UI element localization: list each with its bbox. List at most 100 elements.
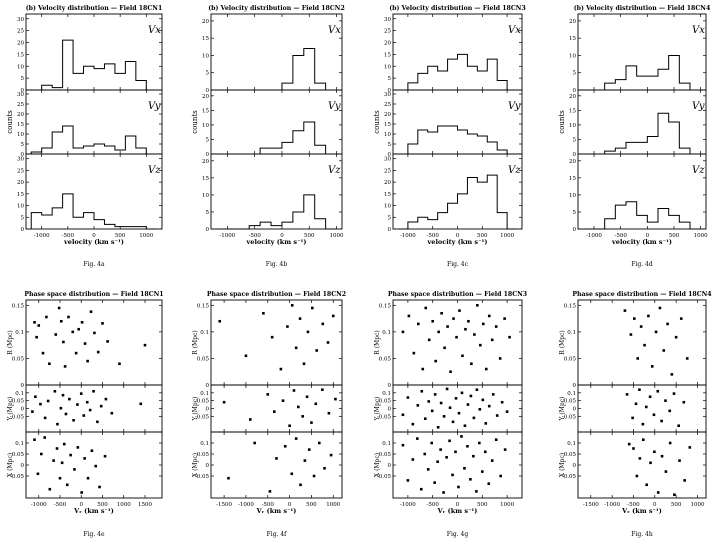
data-point [294,346,298,350]
component-label: Vz [148,165,161,176]
x-axis-label: velocity (km s⁻¹) [63,238,124,246]
y-tick-label: 0 [21,383,25,389]
y-tick-label: -0.05 [562,414,577,420]
panel-frame [25,299,163,386]
y-tick-label: 0 [21,227,25,233]
data-point [442,491,445,494]
data-point [65,483,69,487]
data-point [439,448,442,451]
histogram-bars [216,48,337,91]
data-point [89,310,93,313]
data-point [668,441,672,445]
y-axis-label: X (Mpc) [192,453,199,477]
data-point [634,402,638,406]
data-point [321,322,325,326]
histogram-bars [31,39,157,91]
data-point [460,435,463,438]
histogram-bars [397,125,518,155]
y-tick-label: 0.1 [567,441,576,447]
data-point [427,338,431,342]
data-point [635,474,639,478]
y-tick-label: 5 [573,137,577,143]
data-point [631,416,634,420]
data-point [310,421,313,424]
data-point [96,350,100,354]
x-tick-label: -1500 [583,502,599,508]
x-tick-label: -500 [614,233,627,239]
y-tick-label: 15 [17,52,24,58]
y-tick-label: 0 [206,463,210,469]
x-tick-label: 1000 [690,502,704,508]
data-point [672,392,676,395]
data-point [653,450,656,454]
data-point [286,325,289,328]
y-tick-label: 5 [206,137,210,143]
data-point [449,370,452,374]
data-point [495,414,499,417]
data-point [508,335,511,339]
panel-frame [210,431,343,499]
data-point [472,416,476,420]
data-point [48,487,52,491]
data-point [475,388,479,391]
y-tick-label: 15 [569,176,576,182]
data-point [641,438,645,441]
y-tick-label: -0.05 [195,414,210,420]
data-point [473,333,476,336]
y-tick-label: 0 [206,88,210,94]
data-point [218,319,222,323]
data-point [62,340,65,344]
chart-title: (b) Velocity distribution — Field 18CN2 [208,5,345,12]
data-point [143,343,147,347]
y-tick-label: 20 [17,180,24,186]
data-point [76,403,79,406]
y-tick-label: 0 [388,227,392,233]
data-point [436,426,440,429]
y-tick-label: 20 [17,112,24,118]
x-tick-label: 500 [477,233,488,239]
data-point [56,422,59,426]
x-tick-label: 500 [669,233,680,239]
y-tick-label: 0.05 [564,356,577,362]
data-point [466,445,469,448]
y-tick-label: 0.1 [567,391,576,397]
x-tick-label: 1000 [330,233,344,239]
data-point [312,474,316,478]
chart-title: Phase space distribution — Field 18CN3 [388,291,527,298]
data-point [479,343,482,347]
y-axis-label: Y (Mpc) [374,397,381,422]
data-point [654,330,658,334]
y-tick-label: 10 [17,204,24,210]
y-tick-label: 30 [17,17,24,23]
figure-caption: Fig. 4e [83,531,105,538]
y-tick-label: 10 [569,193,576,199]
x-tick-label: -1000 [219,233,235,239]
y-axis-label: R (Mpc) [192,330,199,354]
data-point [59,319,63,323]
histogram-bars [216,121,337,155]
y-tick-label: -0.05 [377,474,392,480]
data-point [431,319,434,323]
histogram-bars [30,193,157,230]
x-tick-label: 500 [671,502,682,508]
data-point [481,470,484,473]
data-point [406,396,410,399]
data-point [401,443,405,447]
y-tick-label: 25 [384,29,391,35]
y-tick-label: 10 [17,64,24,70]
y-tick-label: 10 [384,132,391,138]
data-point [292,389,296,392]
y-axis-label: counts [6,110,14,134]
data-point [48,362,51,366]
y-tick-label: 15 [384,192,391,198]
y-axis-label: X (Mpc) [374,453,381,477]
histogram-bars [397,53,518,91]
data-point [682,400,686,404]
data-point [424,306,428,310]
data-point [625,393,629,396]
data-point [457,411,461,415]
chart-title: (b) Velocity distribution — Field 18CN1 [26,5,163,12]
data-point [326,341,330,344]
data-point [478,407,482,411]
data-point [90,449,94,452]
